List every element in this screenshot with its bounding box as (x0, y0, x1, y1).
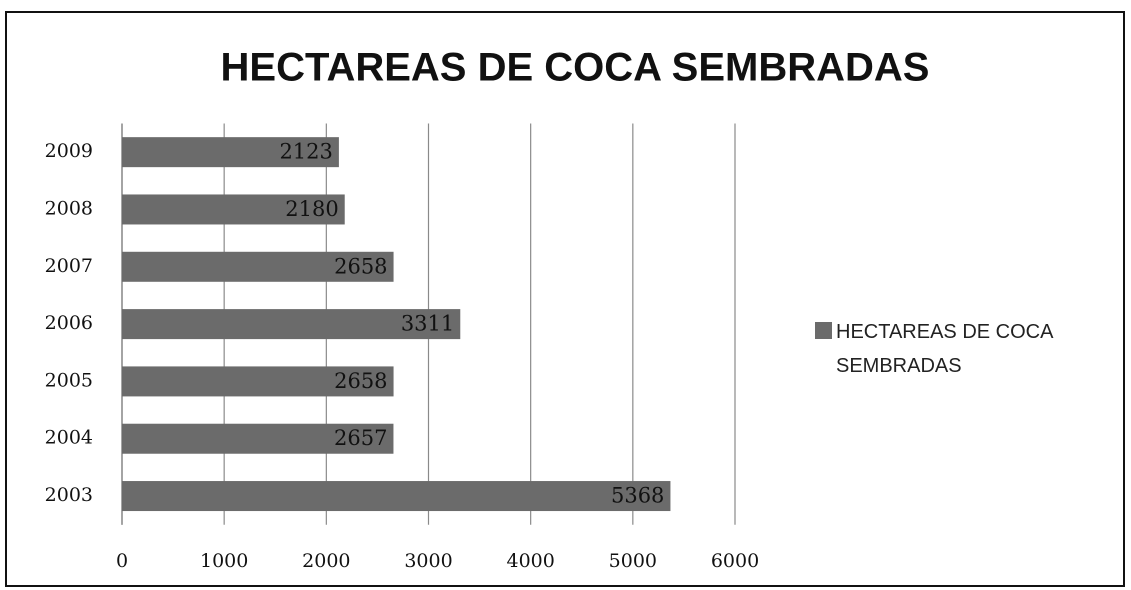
bar (122, 423, 394, 454)
y-tick-label: 2009 (45, 140, 93, 162)
value-label: 2658 (334, 369, 387, 393)
y-tick-label: 2006 (45, 312, 93, 334)
x-tick-label: 6000 (711, 550, 759, 572)
y-tick-label: 2007 (45, 255, 93, 277)
y-tick-label: 2005 (45, 369, 93, 391)
legend-swatch (815, 322, 832, 339)
value-label: 2657 (334, 426, 387, 450)
bar (122, 366, 394, 397)
chart-title: HECTAREAS DE COCA SEMBRADAS (221, 46, 930, 90)
x-tick-label: 0 (116, 550, 128, 572)
value-label: 2123 (279, 140, 332, 164)
x-tick-label: 3000 (404, 550, 452, 572)
x-tick-label: 4000 (506, 550, 554, 572)
legend-label: HECTAREAS DE COCA SEMBRADAS (836, 321, 1053, 377)
bar (122, 481, 671, 512)
bar (122, 137, 339, 168)
value-label: 3311 (401, 312, 454, 336)
y-tick-label: 2003 (45, 484, 93, 506)
x-tick-label: 1000 (200, 550, 248, 572)
y-tick-label: 2004 (45, 427, 93, 449)
x-tick-label: 5000 (609, 550, 657, 572)
y-tick-label: 2008 (45, 197, 93, 219)
value-label: 2658 (334, 254, 387, 278)
x-tick-label: 2000 (302, 550, 350, 572)
bar (122, 309, 461, 340)
bar (122, 194, 345, 225)
bar (122, 251, 394, 282)
value-label: 2180 (285, 197, 338, 221)
value-label: 5368 (611, 484, 664, 508)
